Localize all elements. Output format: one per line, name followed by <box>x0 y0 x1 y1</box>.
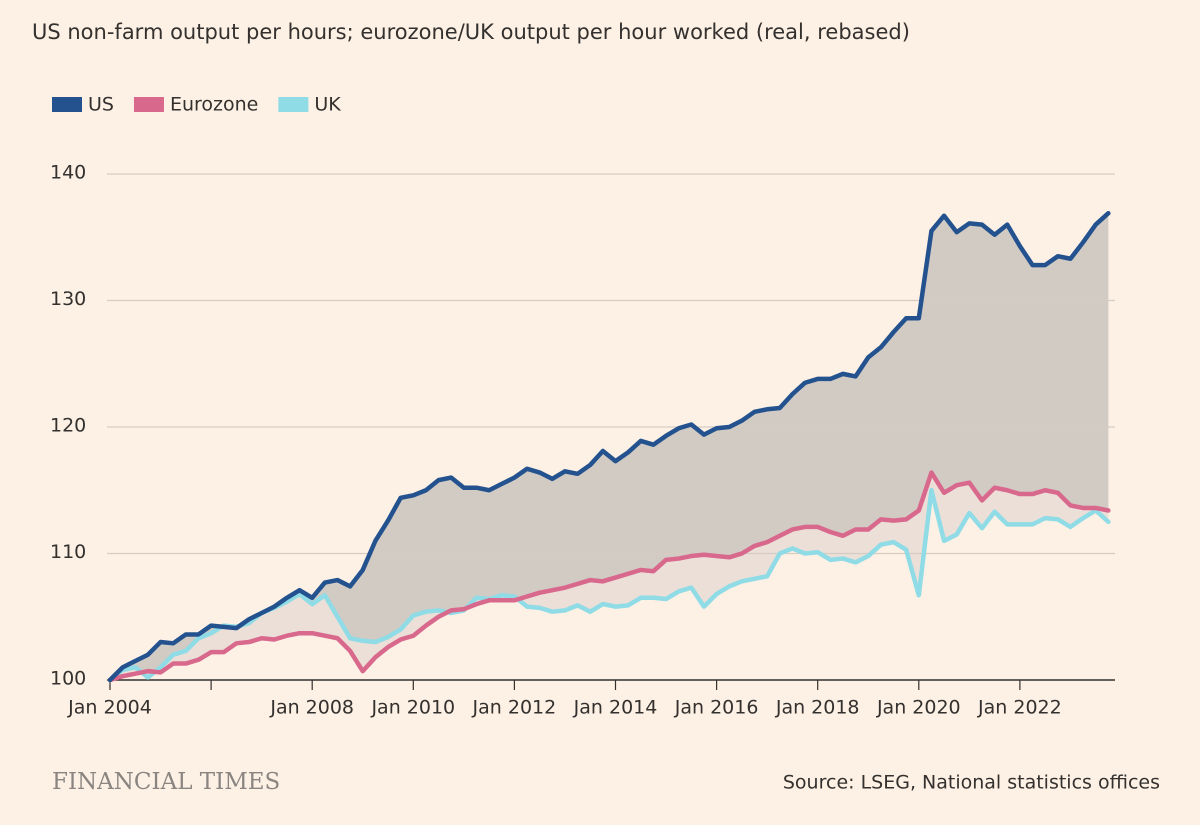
x-tick-label: Jan 2014 <box>573 697 658 719</box>
brand: FINANCIAL TIMES <box>52 769 280 795</box>
legend-label: Eurozone <box>170 94 258 116</box>
legend-swatch <box>278 97 309 112</box>
x-tick-label: Jan 2016 <box>674 697 759 719</box>
x-tick-label: Jan 2018 <box>775 697 860 719</box>
source: Source: LSEG, National statistics office… <box>783 772 1160 794</box>
y-tick-label: 100 <box>50 668 86 690</box>
series-line <box>107 210 1111 683</box>
x-tick-label: Jan 2020 <box>876 697 961 719</box>
y-tick-label: 140 <box>50 162 86 184</box>
legend-swatch <box>133 97 164 112</box>
x-tick-label: Jan 2004 <box>67 697 152 719</box>
series-line <box>107 470 1111 683</box>
legend-swatch <box>52 97 82 112</box>
y-tick-label: 120 <box>50 415 86 437</box>
band-area <box>110 472 1109 680</box>
x-tick-label: Jan 2022 <box>977 697 1062 719</box>
x-tick-label: Jan 2008 <box>269 697 354 719</box>
y-tick-label: 130 <box>50 288 86 310</box>
legend-label: US <box>88 94 114 116</box>
legend-label: UK <box>314 94 341 116</box>
x-tick-label: Jan 2010 <box>370 697 455 719</box>
x-tick-label: Jan 2012 <box>472 697 557 719</box>
y-tick-label: 110 <box>50 541 86 563</box>
chart-title: US non-farm output per hours; eurozone/U… <box>32 20 910 44</box>
